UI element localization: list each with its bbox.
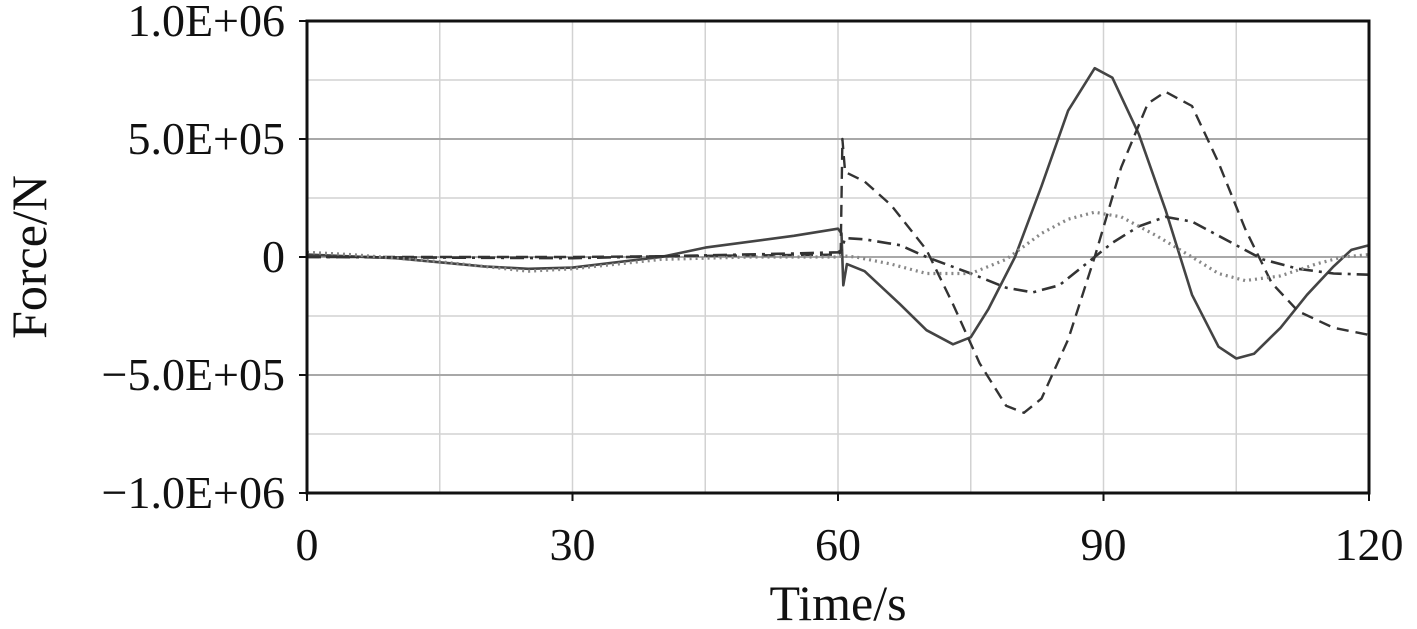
x-tick-label: 0 <box>296 519 319 570</box>
y-tick-label: 0 <box>262 231 285 282</box>
y-tick-label: 5.0E+05 <box>127 113 285 164</box>
y-tick-label: −1.0E+06 <box>102 467 285 518</box>
x-tick-label: 90 <box>1081 519 1127 570</box>
series-line-dashed <box>307 90 1370 414</box>
series-layer <box>306 66 1370 414</box>
y-tick-label: −5.0E+05 <box>102 349 285 400</box>
y-axis-ticks: −1.0E+06 −5.0E+05 0 5.0E+05 1.0E+06 <box>102 0 307 518</box>
x-tick-label: 60 <box>815 519 861 570</box>
x-tick-label: 30 <box>550 519 596 570</box>
x-axis-title: Time/s <box>769 575 906 629</box>
x-axis-ticks: 0 30 60 90 120 <box>296 493 1404 570</box>
series-line-solid <box>306 66 1370 360</box>
series-line-dashdot <box>306 215 1370 294</box>
y-tick-label: 1.0E+06 <box>127 0 285 46</box>
y-axis-title: Force/N <box>1 175 57 339</box>
x-tick-label: 120 <box>1335 519 1404 570</box>
